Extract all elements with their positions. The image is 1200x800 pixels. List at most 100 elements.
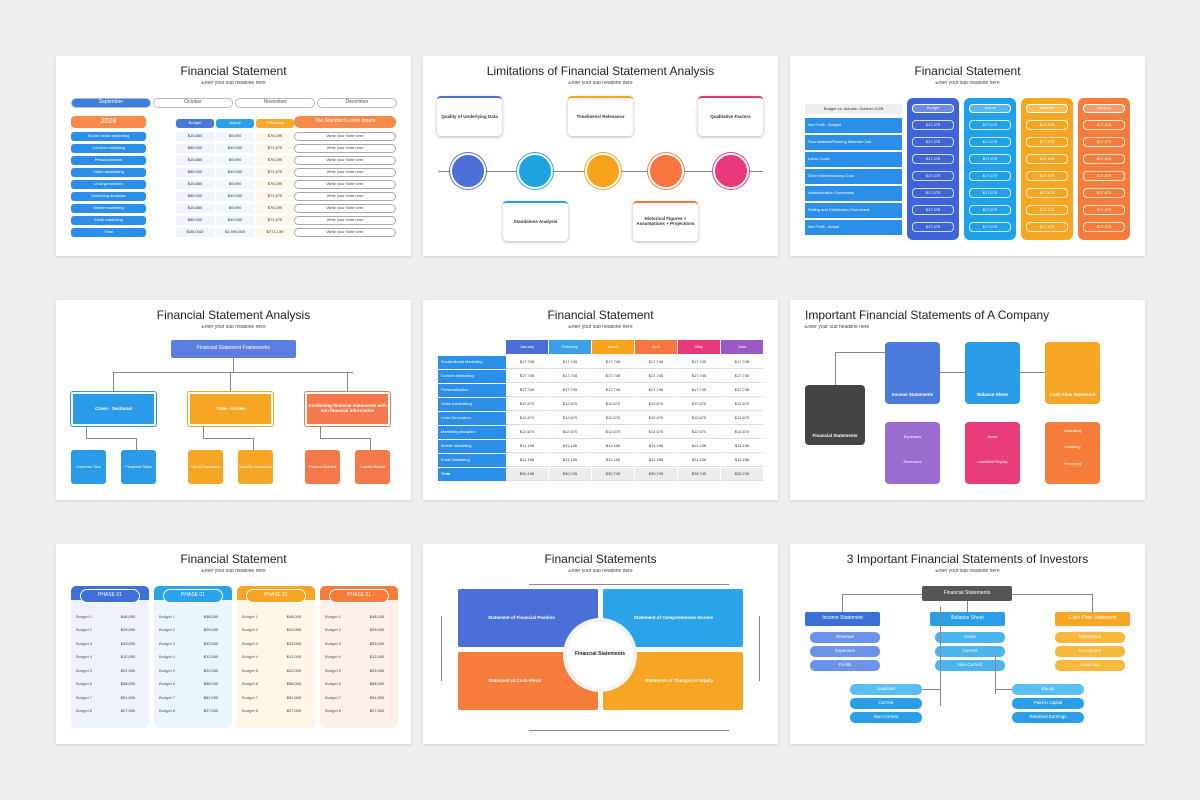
- cell: $17,475: [1026, 154, 1068, 164]
- row-label: Budget 2: [242, 627, 259, 633]
- cell: $33,000: [286, 640, 302, 646]
- connector: [347, 372, 348, 392]
- cell: $12,670: [678, 426, 720, 439]
- month-tab: November: [235, 98, 315, 108]
- stack: Balance Sheet: [965, 342, 1020, 404]
- child-box: Common Size: [71, 450, 106, 484]
- cell: $17,745: [549, 384, 591, 397]
- row-label: Budget 6: [325, 681, 342, 687]
- cell: $71,979: [256, 144, 294, 153]
- row-label: Budget 1: [325, 613, 342, 619]
- month-tab: October: [153, 98, 233, 108]
- cell: $17,475: [1083, 171, 1125, 181]
- child-pill: Equity: [1012, 684, 1084, 695]
- cell: $17,745: [721, 384, 763, 397]
- connector: [759, 616, 760, 681]
- cell: $51,000: [369, 694, 385, 700]
- child-box: Capital Market: [355, 450, 390, 484]
- connector: [529, 730, 729, 731]
- cell: $12,670: [592, 426, 634, 439]
- month-tab: September: [71, 98, 151, 108]
- cell: $11,156: [678, 440, 720, 453]
- note: Write your Note here: [294, 156, 396, 165]
- group-box: Cross - Sectional: [71, 392, 156, 426]
- connector: [203, 438, 253, 439]
- child-pill: Retained Earnings: [1012, 712, 1084, 723]
- cell: $49,590: [216, 192, 254, 201]
- column-header: Actual: [216, 119, 254, 128]
- stack: Income Statements: [885, 342, 940, 404]
- row-label: Marketing Analytics: [438, 426, 506, 439]
- cell: $12,670: [635, 426, 677, 439]
- stack-label: Operating: [1063, 427, 1082, 433]
- slide[interactable]: Financial Statements Enter your sub headl…: [423, 544, 778, 744]
- cell: $30,745: [549, 468, 591, 481]
- slide[interactable]: Financial Statement Analysis Enter your s…: [56, 300, 411, 500]
- cell: $58,000: [369, 681, 385, 687]
- cell: $17,475: [969, 154, 1011, 164]
- group-box: Combining financial statements with non …: [305, 392, 390, 426]
- slide[interactable]: Limitations of Financial Statement Analy…: [423, 56, 778, 256]
- cell: $17,745: [549, 370, 591, 383]
- row-label: Budget 7: [242, 694, 259, 700]
- slide[interactable]: Financial Statement Enter your sub headli…: [790, 56, 1145, 256]
- cell: $17,475: [1026, 188, 1068, 198]
- child-pill: Revenue: [810, 632, 880, 643]
- group-header: Balance Sheet: [930, 612, 1005, 626]
- cell: $9,590: [216, 204, 254, 213]
- cell: $12,670: [635, 398, 677, 411]
- slide[interactable]: Important Financial Statements of A Comp…: [790, 300, 1145, 500]
- phase-header: PHASE 01: [80, 589, 140, 603]
- cell: $48,000: [120, 613, 136, 619]
- row-label: Budget 5: [159, 667, 176, 673]
- month-header: January: [506, 340, 548, 354]
- row-label: Total: [71, 228, 146, 237]
- child-pill: Liabilities: [850, 684, 922, 695]
- child-box: Volatility Measures: [238, 450, 273, 484]
- cell: $17,475: [969, 137, 1011, 147]
- row-label: Budget 8: [76, 708, 93, 714]
- row-label: Budget 1: [159, 613, 176, 619]
- row-label: Budget 6: [159, 681, 176, 687]
- slide[interactable]: Financial Statement Enter your sub headli…: [56, 544, 411, 744]
- cell: $29,000: [286, 627, 302, 633]
- cell: $17,475: [1026, 137, 1068, 147]
- cell: $28,745: [678, 468, 720, 481]
- note: Write your Note here: [294, 192, 396, 201]
- cell: $48,000: [203, 613, 219, 619]
- connector: [113, 372, 353, 373]
- group-box: Time - Series: [188, 392, 273, 426]
- slide[interactable]: Financial Statement Enter your sub headli…: [423, 300, 778, 500]
- cell: $15,880: [176, 132, 214, 141]
- row-label: Budget 5: [242, 667, 259, 673]
- row-label: Net Profit - Budget: [805, 118, 902, 133]
- slide-title: Financial Statement Analysis: [156, 308, 311, 323]
- slide[interactable]: 3 Important Financial Statements of Inve…: [790, 544, 1145, 744]
- table-header: Budget vs. Actuals: October 2028: [805, 104, 902, 114]
- child-pill: Profits: [810, 660, 880, 671]
- cell: $17,745: [635, 370, 677, 383]
- cell: $9,590: [216, 180, 254, 189]
- cell: $12,670: [506, 398, 548, 411]
- connector: [86, 438, 136, 439]
- connector: [441, 616, 442, 681]
- cell: $17,475: [912, 188, 954, 198]
- row-label: Raw Material/Packing Material Cost: [805, 135, 902, 150]
- cell: $15,880: [176, 204, 214, 213]
- cell: $12,670: [549, 412, 591, 425]
- stack: [885, 422, 940, 484]
- row-label: Budget 4: [159, 654, 176, 660]
- slide-subtitle: Enter your sub headline here: [201, 569, 266, 575]
- cell: $12,000: [286, 654, 302, 660]
- icon-circle: [585, 153, 621, 189]
- slide-subtitle: Enter your sub headline here: [201, 81, 266, 87]
- cell: $17,475: [1083, 154, 1125, 164]
- row-label: Social Media Marketing: [438, 356, 506, 369]
- cell: $11,156: [592, 454, 634, 467]
- row-label: Budget 5: [76, 667, 93, 673]
- cell: $17,745: [592, 370, 634, 383]
- phase-header: PHASE 01: [329, 589, 389, 603]
- slide[interactable]: Financial Statement Enter your sub headli…: [56, 56, 411, 256]
- child-pill: Asset: [935, 632, 1005, 643]
